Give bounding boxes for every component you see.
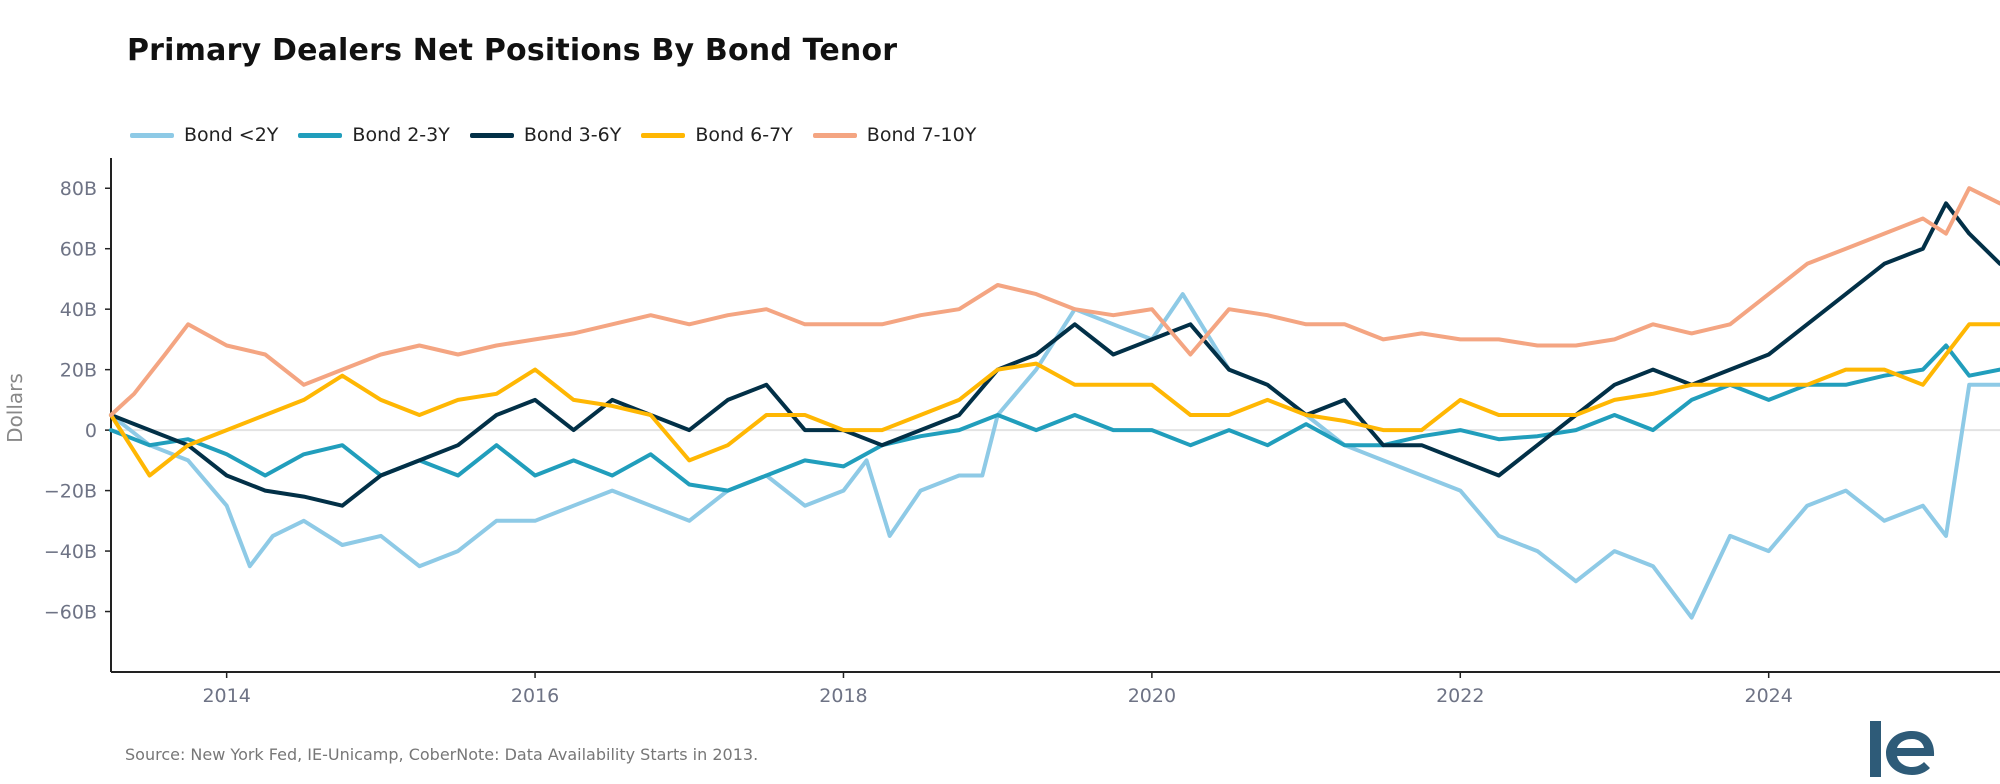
y-tick-label: −40B <box>44 541 97 563</box>
series-line-4 <box>109 322 2000 478</box>
legend-swatch <box>298 132 343 138</box>
source-note: Source: New York Fed, IE-Unicamp, CoberN… <box>125 745 759 764</box>
legend-label: Bond 6-7Y <box>695 124 793 146</box>
legend-label: Bond <2Y <box>184 124 279 146</box>
legend-label: Bond 3-6Y <box>523 124 622 146</box>
x-tick-label: 2022 <box>1436 685 1484 707</box>
y-axis-label: Dollars <box>3 373 27 443</box>
series-group <box>109 186 2000 620</box>
legend-item-1: Bond <2Y <box>130 124 278 146</box>
x-tick-label: 2018 <box>819 685 867 707</box>
legend-item-5: Bond 7-10Y <box>812 124 977 146</box>
series-line-2 <box>109 343 2000 493</box>
legend-swatch <box>812 132 857 138</box>
legend-swatch <box>130 132 174 138</box>
legend-swatch <box>641 132 686 138</box>
series-line-3 <box>109 201 2000 508</box>
legend-item-2: Bond 2-3Y <box>298 124 450 146</box>
chart-plot: 80B 60B 40B 20B 0 −20B −40B −60B 2014 2016 2018 202… <box>3 158 2000 707</box>
legend-label: Bond 2-3Y <box>352 124 450 146</box>
legend-item-3: Bond 3-6Y <box>469 124 622 146</box>
x-tick-label: 2024 <box>1745 685 1793 707</box>
x-tick-label: 2020 <box>1128 685 1176 707</box>
chart-title: Primary Dealers Net Positions By Bond Te… <box>127 33 898 68</box>
y-tick-label: 80B <box>60 178 97 200</box>
y-tick-label: −60B <box>44 602 97 624</box>
y-tick-label: 20B <box>60 360 97 382</box>
y-tick-label: 0 <box>85 420 97 442</box>
y-tick-label: 60B <box>60 239 97 261</box>
legend-swatch <box>469 132 514 138</box>
legend-item-4: Bond 6-7Y <box>641 124 793 146</box>
x-tick-label: 2016 <box>511 685 559 707</box>
axes-group: 80B 60B 40B 20B 0 −20B −40B −60B 2014 2016 2018 202… <box>44 158 2000 707</box>
y-tick-label: −20B <box>44 481 97 503</box>
series-line-1 <box>109 292 2000 620</box>
series-line-5 <box>109 186 2000 417</box>
legend-label: Bond 7-10Y <box>866 124 977 146</box>
ie-logo <box>1870 721 1935 777</box>
y-tick-label: 40B <box>60 299 97 321</box>
x-tick-label: 2014 <box>202 685 250 707</box>
chart-legend: Bond <2Y Bond 2-3Y Bond 3-6Y Bond 6-7Y Bond … <box>130 120 996 150</box>
